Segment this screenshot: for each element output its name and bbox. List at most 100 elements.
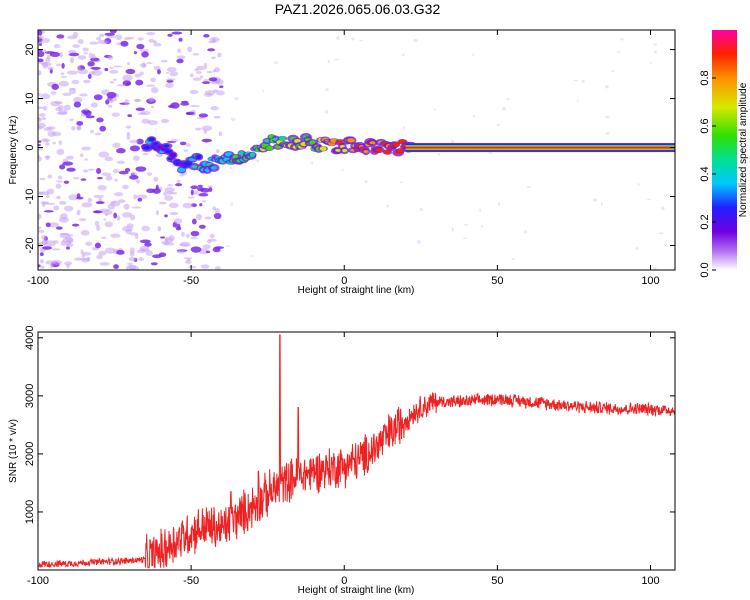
spectrogram-noise-blob	[38, 35, 45, 40]
spectrogram-noise-blob	[324, 110, 329, 114]
spectrogram-noise-blob	[433, 108, 436, 111]
spectrogram-noise-blob	[213, 115, 221, 119]
y-tick-label: 20	[24, 43, 36, 55]
spectrogram-noise-blob	[209, 233, 215, 239]
spectrogram-peak-track	[141, 133, 675, 174]
spectrogram-noise-blob	[185, 233, 190, 238]
spectrogram-noise-blob	[635, 247, 639, 250]
spectrogram-noise-blob	[471, 53, 475, 56]
spectrogram-x-label: Height of straight line (km)	[298, 285, 415, 296]
spectrogram-noise-blob	[206, 239, 212, 244]
spectrogram-noise-blob	[142, 152, 149, 156]
spectrogram-noise-blob	[55, 226, 63, 230]
spectrogram-noise-blob	[150, 77, 156, 83]
spectrogram-track-cell	[347, 138, 355, 143]
spectrogram-noise-blob	[116, 148, 126, 154]
spectrogram-noise-blob	[150, 262, 158, 266]
spectrogram-noise-blob	[105, 175, 113, 181]
spectrogram-noise-blob	[205, 250, 211, 254]
spectrogram-noise-blob	[127, 37, 135, 40]
spectrogram-noise-blob	[99, 33, 105, 38]
spectrogram-noise-blob	[87, 197, 93, 203]
spectrogram-noise-blob	[653, 43, 658, 46]
spectrogram-noise-blob	[76, 209, 81, 216]
spectrogram-noise-blob	[463, 223, 469, 226]
spectrogram-noise-blob	[170, 139, 179, 142]
spectrogram-noise-blob	[168, 202, 179, 209]
spectrogram-noise-blob	[83, 79, 91, 84]
spectrogram-noise-blob	[327, 59, 330, 64]
spectrogram-noise-blob	[179, 241, 191, 247]
spectrogram-track-cell	[177, 168, 186, 172]
spectrogram-noise-blob	[592, 198, 597, 202]
spectrogram-noise-blob	[173, 218, 183, 224]
spectrogram-noise-blob	[203, 33, 210, 38]
spectrogram-noise-blob	[190, 237, 199, 240]
spectrogram-noise-blob	[147, 172, 153, 176]
spectrogram-noise-blob	[41, 61, 52, 67]
spectrogram-noise-blob	[129, 145, 140, 152]
spectrogram-noise-blob	[164, 187, 175, 193]
spectrogram-noise-blob	[107, 97, 117, 102]
spectrogram-noise-blob	[71, 79, 80, 85]
spectrogram-noise-blob	[111, 112, 120, 117]
spectrogram-noise-blob	[139, 239, 151, 244]
spectrogram-noise-blob	[637, 182, 640, 187]
spectrogram-noise-blob	[50, 263, 54, 269]
spectrogram-track-cell	[375, 148, 383, 152]
spectrogram-noise-blob	[122, 184, 129, 190]
spectrogram-noise-blob	[417, 240, 421, 244]
spectrogram-noise-blob	[66, 70, 78, 75]
spectrogram-noise-blob	[131, 206, 142, 209]
spectrogram-noise-blob	[59, 233, 70, 239]
spectrogram-noise-blob	[153, 176, 159, 182]
spectrogram-noise-blob	[96, 225, 101, 231]
spectrogram-track-cell	[342, 148, 348, 153]
spectrogram-noise-blob	[334, 58, 339, 61]
page-title: PAZ1.2026.065.06.03.G32	[274, 1, 441, 17]
colorbar-tick-label: 0.8	[699, 70, 711, 85]
colorbar-gradient	[712, 30, 737, 270]
spectrogram-noise-blob	[137, 112, 146, 115]
spectrogram-noise-blob	[76, 125, 82, 131]
spectrogram-noise-blob	[126, 62, 130, 66]
spectrogram-noise-blob	[207, 185, 214, 188]
spectrogram-noise-blob	[81, 251, 92, 256]
spectrogram-noise-blob	[43, 139, 51, 142]
spectrogram-noise-blob	[190, 189, 194, 196]
spectrogram-noise-blob	[177, 48, 182, 53]
spectrogram-noise-blob	[164, 195, 174, 201]
spectrogram-noise-blob	[115, 34, 123, 41]
spectrogram-noise-blob	[93, 194, 104, 199]
spectrogram-noise-blob	[45, 260, 56, 265]
spectrogram-noise-blob	[183, 149, 189, 152]
spectrogram-noise-blob	[213, 212, 222, 220]
y-tick-label: 2000	[24, 442, 36, 466]
x-tick-label: 0	[341, 575, 347, 587]
spectrogram-noise-blob	[96, 36, 102, 41]
spectrogram-noise-blob	[203, 78, 209, 82]
spectrogram-noise-blob	[52, 141, 56, 145]
spectrogram-noise-blob	[146, 31, 156, 36]
spectrogram-noise-blob	[148, 38, 155, 43]
spectrogram-noise-blob	[96, 254, 103, 260]
y-tick-label: -10	[24, 189, 36, 205]
spectrogram-noise-blob	[176, 55, 186, 60]
spectrogram-noise-blob	[451, 227, 454, 232]
spectrogram-noise-blob	[197, 184, 203, 188]
spectrogram-noise-blob	[176, 223, 181, 229]
spectrogram-noise-blob	[351, 37, 355, 41]
spectrogram-noise-blob	[182, 202, 193, 209]
spectrogram-noise-blob	[189, 104, 200, 108]
spectrogram-noise-blob	[86, 256, 91, 261]
spectrogram-noise-blob	[88, 168, 95, 171]
spectrogram-noise-blob	[114, 178, 118, 182]
spectrogram-noise-blob	[55, 183, 62, 189]
spectrogram-noise-blob	[179, 174, 184, 177]
spectrogram-noise-blob	[64, 261, 73, 266]
spectrogram-noise-blob	[136, 43, 145, 50]
spectrogram-noise-blob	[134, 266, 140, 270]
spectrogram-noise-blob	[386, 204, 390, 208]
spectrogram-noise-blob	[87, 73, 92, 79]
